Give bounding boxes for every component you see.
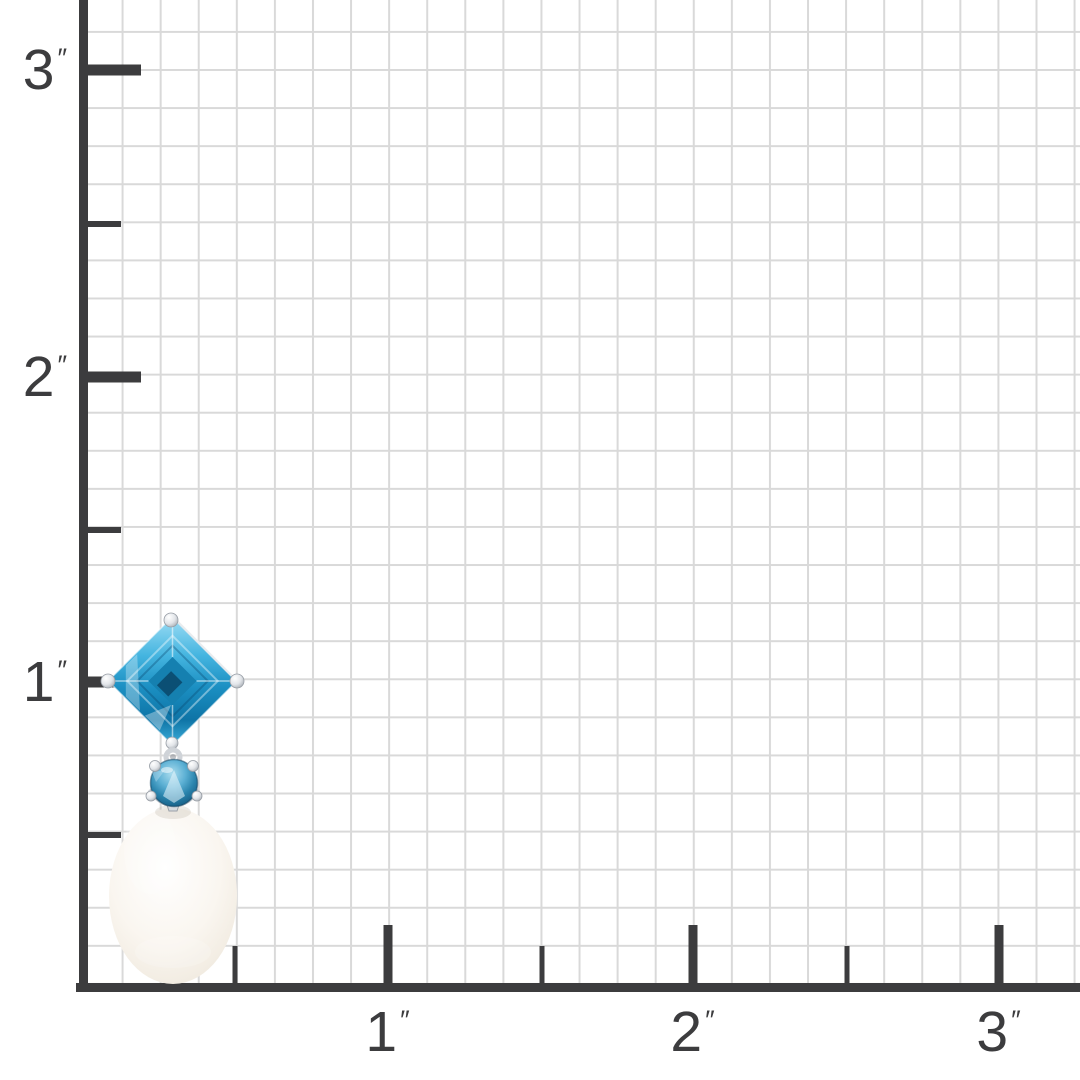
tick-bottom-2half [844,946,850,985]
square-stone-facets [108,615,238,746]
round-blue-gemstone [149,758,199,808]
jewelry-product [100,612,245,984]
ruler-axes [76,0,1080,992]
prong-bottom [165,736,179,750]
prong-right [229,673,245,689]
inch-mark: ″ [57,350,68,380]
tick-bottom-2in [688,925,698,985]
tick-left-half [83,832,121,838]
round-stone-highlight [163,770,185,803]
tick-left-1half [83,527,121,533]
square-blue-gemstone [107,615,238,747]
vertical-axis-line [79,0,88,992]
tick-bottom-1half [539,946,545,985]
y-axis-label-3in: 3″ [22,38,68,102]
tick-left-3in [83,64,141,76]
x-axis-label-2in: 2″ [670,1000,716,1064]
x-axis-label-1in: 1″ [365,1000,411,1064]
pearl-drop [109,805,237,984]
inch-mark: ″ [400,1005,411,1035]
prong-left [100,673,116,689]
horizontal-axis-line [76,983,1080,992]
x-axis-label-3in: 3″ [976,1000,1022,1064]
inch-mark: ″ [57,655,68,685]
tick-bottom-half [232,946,238,985]
prong-top [163,612,179,628]
inch-mark: ″ [1011,1005,1022,1035]
tick-bottom-3in [994,925,1004,985]
measurement-grid [83,0,1080,983]
y-axis-label-2in: 2″ [22,345,68,409]
inch-mark: ″ [705,1005,716,1035]
y-axis-label-1in: 1″ [22,650,68,714]
square-stone-prongs [100,612,245,750]
round-stone-prongs [145,760,203,802]
tick-left-2half [83,221,121,227]
tick-left-2in [83,371,141,383]
inch-mark: ″ [57,43,68,73]
tick-bottom-1in [383,925,393,985]
